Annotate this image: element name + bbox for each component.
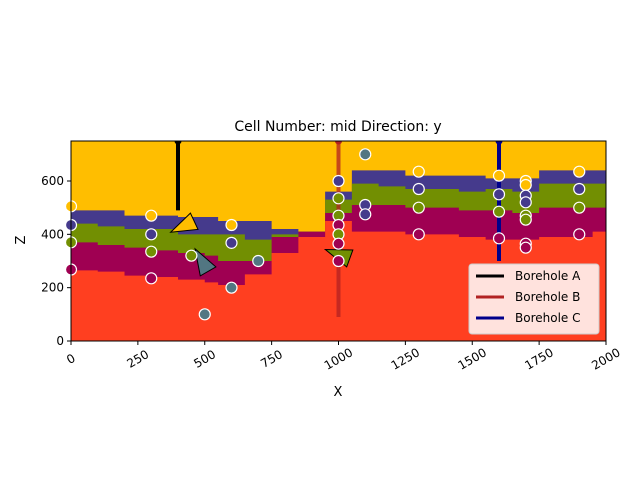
x-tick-label-5: 1250 [389, 345, 422, 372]
surface-point-9 [198, 308, 211, 321]
borehole-head-0 [174, 141, 182, 145]
surface-point-21 [359, 148, 372, 161]
x-tick-label-1: 250 [124, 347, 151, 371]
y-tick-label-3: 600 [41, 174, 64, 188]
surface-point-8 [185, 249, 198, 262]
legend-label-0: Borehole A [515, 269, 581, 283]
surface-point-6 [145, 245, 158, 258]
surface-point-42 [573, 201, 586, 214]
y-axis-ticks: 0 200 400 600 [41, 174, 71, 348]
surface-point-5 [145, 228, 158, 241]
surface-point-35 [519, 196, 532, 209]
surface-point-19 [332, 237, 345, 250]
surface-point-23 [359, 208, 372, 221]
surface-point-30 [492, 205, 506, 218]
x-axis-label: X [334, 385, 343, 400]
y-tick-label-0: 0 [56, 334, 64, 348]
surface-point-12 [225, 281, 238, 294]
x-tick-label-3: 750 [258, 347, 285, 371]
borehole-head-2 [495, 141, 503, 145]
surface-points [64, 148, 586, 321]
orientation-marker-1 [194, 247, 217, 277]
surface-point-13 [252, 254, 265, 268]
surface-point-29 [492, 188, 506, 201]
x-tick-label-7: 1750 [522, 345, 555, 372]
surface-point-15 [332, 192, 345, 205]
y-tick-label-1: 200 [41, 281, 64, 295]
legend: Borehole A Borehole B Borehole C [468, 263, 600, 335]
x-tick-label-6: 1500 [456, 345, 489, 372]
x-tick-label-8: 2000 [589, 345, 622, 372]
legend-label-2: Borehole C [515, 311, 580, 325]
x-tick-label-2: 500 [191, 347, 218, 371]
surface-point-26 [412, 201, 425, 214]
x-tick-label-0: 0 [64, 351, 78, 367]
surface-point-24 [412, 165, 425, 178]
surface-point-28 [492, 169, 506, 182]
surface-point-37 [519, 213, 532, 226]
legend-label-1: Borehole B [515, 290, 580, 304]
surface-point-20 [332, 254, 345, 268]
surface-point-25 [412, 182, 425, 196]
chart-title: Cell Number: mid Direction: y [234, 119, 441, 135]
surface-point-33 [519, 178, 532, 192]
surface-point-43 [573, 228, 586, 241]
orientation-marker-0 [169, 212, 199, 233]
x-axis-ticks: 0 250 500 750 1000 1250 1500 1750 2000 [64, 341, 623, 373]
surface-point-39 [519, 241, 532, 254]
surface-point-7 [145, 272, 158, 285]
y-tick-label-2: 400 [41, 227, 64, 241]
surface-point-11 [225, 236, 238, 249]
orientation-markers [169, 212, 354, 277]
surface-point-41 [573, 182, 586, 196]
surface-point-27 [412, 228, 425, 241]
surface-point-14 [332, 174, 345, 188]
x-tick-label-4: 1000 [322, 345, 355, 372]
surface-point-4 [145, 209, 158, 222]
surface-point-10 [225, 218, 238, 232]
surface-point-40 [573, 165, 586, 178]
surface-point-31 [492, 232, 506, 245]
y-axis-label: Z [14, 235, 29, 244]
borehole-head-1 [335, 141, 342, 145]
